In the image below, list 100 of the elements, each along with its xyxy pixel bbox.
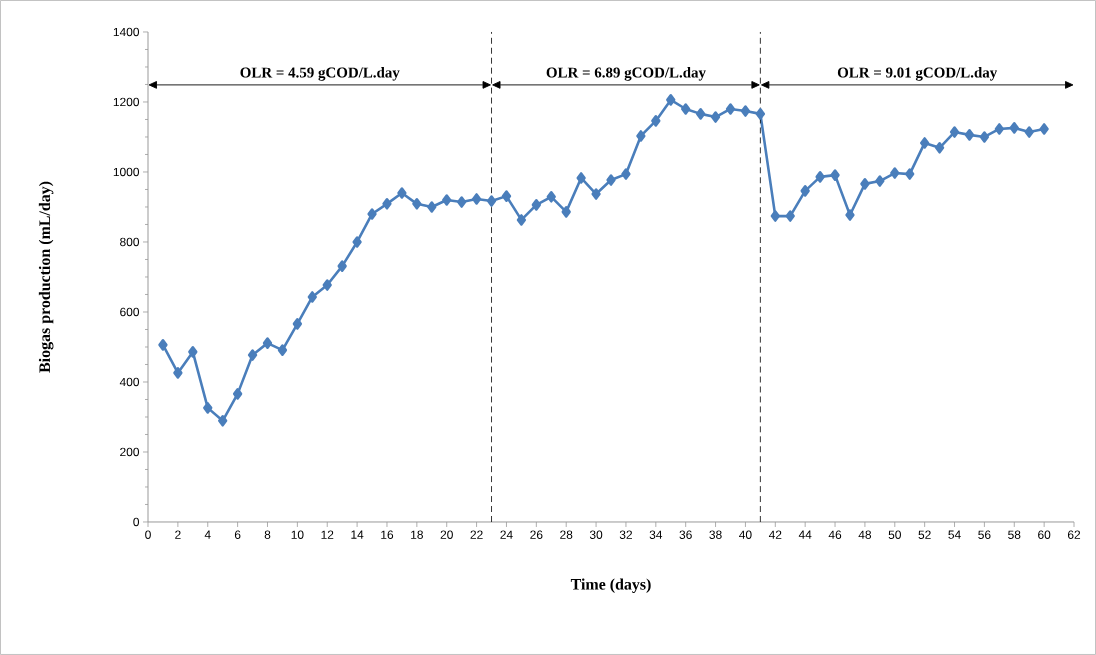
x-tick-label: 62 <box>1067 530 1081 539</box>
x-tick-label: 52 <box>918 530 931 539</box>
x-tick-label: 8 <box>264 530 271 539</box>
point <box>277 344 288 356</box>
x-tick-label: 28 <box>560 530 573 539</box>
point <box>203 402 213 414</box>
y-tick-label: 1400 <box>113 27 140 37</box>
point <box>501 190 512 202</box>
x-tick-label: 60 <box>1038 530 1051 539</box>
x-tick-label: 0 <box>145 530 151 539</box>
point <box>158 339 168 351</box>
x-tick-label: 22 <box>470 530 483 539</box>
x-tick-label: 24 <box>500 530 513 539</box>
y-tick-label: 400 <box>119 377 140 387</box>
point <box>606 174 616 186</box>
x-tick-label: 54 <box>948 530 961 539</box>
point <box>875 175 885 187</box>
x-tick-label: 58 <box>1008 530 1021 539</box>
point <box>845 209 855 221</box>
x-tick-label: 26 <box>530 530 543 539</box>
point <box>531 199 541 211</box>
point <box>516 214 527 226</box>
x-tick-label: 30 <box>589 530 603 539</box>
point <box>905 168 915 180</box>
x-tick-label: 38 <box>709 530 722 539</box>
point <box>890 167 900 179</box>
point <box>367 208 377 220</box>
x-tick-label: 40 <box>739 530 752 539</box>
point <box>949 126 960 138</box>
point <box>1009 122 1019 134</box>
y-tick-label: 1200 <box>113 97 140 107</box>
x-tick-label: 14 <box>351 530 364 539</box>
x-tick-label: 6 <box>234 530 241 539</box>
y-tick-label: 200 <box>120 447 140 457</box>
point <box>994 123 1004 135</box>
point <box>247 349 258 361</box>
x-tick-label: 12 <box>321 530 334 539</box>
y-axis-title: Biogas production (mL/day) <box>38 181 54 373</box>
y-tick-label: 1000 <box>113 167 140 177</box>
point <box>412 198 422 210</box>
annotation: OLR = 4.59 gCOD/L.day <box>240 67 400 81</box>
x-tick-label: 44 <box>798 530 812 539</box>
point <box>636 130 646 142</box>
x-tick-label: 2 <box>175 530 181 539</box>
point <box>979 131 990 143</box>
point <box>218 415 228 427</box>
x-tick-label: 48 <box>858 530 872 539</box>
point <box>740 105 751 117</box>
point <box>486 195 497 207</box>
point <box>456 196 467 208</box>
point <box>591 188 601 200</box>
y-tick-label: 800 <box>120 237 140 247</box>
x-tick-label: 56 <box>978 530 991 539</box>
x-tick-label: 50 <box>888 530 901 539</box>
point <box>397 187 407 199</box>
point <box>1024 126 1034 138</box>
point <box>964 129 975 141</box>
point <box>322 279 332 291</box>
point <box>919 137 930 149</box>
point <box>830 169 840 181</box>
point <box>800 185 810 197</box>
y-tick-label: 600 <box>120 307 140 317</box>
point <box>725 103 736 115</box>
annotation: OLR = 9.01 gCOD/L.day <box>837 67 998 81</box>
point <box>471 193 482 205</box>
point <box>232 388 243 400</box>
point <box>651 115 661 127</box>
point <box>621 168 631 180</box>
point <box>860 178 870 190</box>
point <box>352 236 362 248</box>
x-tick-label: 10 <box>291 530 304 539</box>
point <box>576 172 586 184</box>
point <box>710 111 721 123</box>
point <box>442 194 452 206</box>
point <box>173 367 183 379</box>
point <box>695 108 706 120</box>
point <box>561 206 571 218</box>
y-tick-label: 0 <box>133 517 140 527</box>
x-tick-label: 20 <box>440 530 453 539</box>
point <box>815 171 825 183</box>
point <box>337 260 347 272</box>
x-tick-label: 34 <box>649 530 663 539</box>
point <box>546 191 556 203</box>
point <box>292 318 303 330</box>
point <box>382 198 392 210</box>
point <box>307 291 317 303</box>
point <box>934 142 945 154</box>
x-tick-label: 18 <box>411 530 423 539</box>
point <box>770 210 780 222</box>
point <box>681 103 691 115</box>
annotation: OLR = 6.89 gCOD/L.day <box>546 67 706 81</box>
x-tick-label: 32 <box>619 530 632 539</box>
point <box>666 94 676 106</box>
x-tick-label: 42 <box>768 530 782 539</box>
point <box>785 210 795 222</box>
x-tick-label: 36 <box>679 530 692 539</box>
x-tick-label: 4 <box>204 530 211 539</box>
point <box>188 346 198 358</box>
point <box>427 201 437 213</box>
x-axis-title: Time (days) <box>570 578 651 593</box>
